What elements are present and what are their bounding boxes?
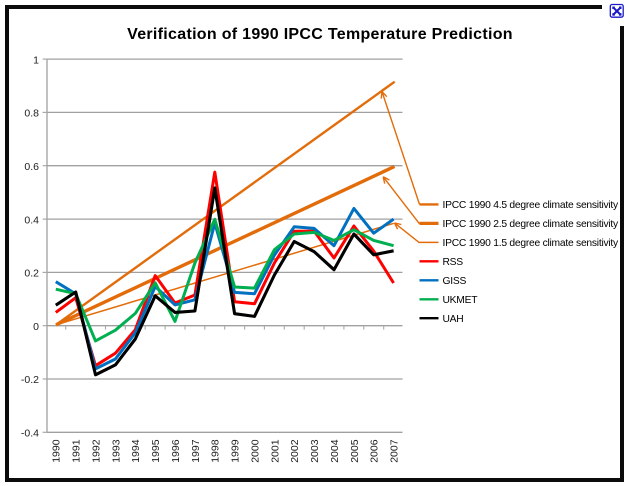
svg-text:1991: 1991 bbox=[71, 439, 83, 463]
svg-text:2006: 2006 bbox=[369, 439, 381, 463]
svg-text:UKMET: UKMET bbox=[443, 295, 479, 306]
svg-text:1994: 1994 bbox=[130, 439, 142, 463]
svg-text:2002: 2002 bbox=[289, 439, 301, 463]
svg-text:1999: 1999 bbox=[230, 439, 242, 463]
svg-text:1996: 1996 bbox=[170, 439, 182, 463]
svg-text:1997: 1997 bbox=[190, 439, 202, 463]
svg-text:0.2: 0.2 bbox=[24, 268, 39, 280]
svg-text:IPCC 1990 1.5 degree climate s: IPCC 1990 1.5 degree climate sensitivity bbox=[443, 238, 620, 249]
svg-text:1990: 1990 bbox=[51, 439, 63, 463]
svg-text:2003: 2003 bbox=[309, 439, 321, 463]
svg-text:0: 0 bbox=[33, 321, 39, 333]
svg-text:2007: 2007 bbox=[389, 439, 401, 463]
svg-text:IPCC 1990 2.5 degree climate s: IPCC 1990 2.5 degree climate sensitivity bbox=[443, 219, 620, 230]
svg-text:1: 1 bbox=[33, 54, 39, 66]
svg-text:0.8: 0.8 bbox=[24, 108, 39, 120]
svg-text:2001: 2001 bbox=[269, 439, 281, 463]
svg-text:2000: 2000 bbox=[249, 439, 261, 463]
svg-text:1992: 1992 bbox=[90, 439, 102, 463]
svg-text:-0.4: -0.4 bbox=[21, 428, 39, 440]
svg-text:IPCC 1990 4.5 degree climate s: IPCC 1990 4.5 degree climate sensitivity bbox=[443, 200, 620, 211]
svg-text:1998: 1998 bbox=[210, 439, 222, 463]
svg-text:1995: 1995 bbox=[150, 439, 162, 463]
svg-text:2005: 2005 bbox=[349, 439, 361, 463]
svg-text:UAH: UAH bbox=[443, 314, 464, 325]
svg-text:1993: 1993 bbox=[110, 439, 122, 463]
svg-text:0.4: 0.4 bbox=[24, 214, 39, 226]
svg-text:2004: 2004 bbox=[329, 439, 341, 463]
svg-text:GISS: GISS bbox=[443, 276, 467, 287]
svg-text:0.6: 0.6 bbox=[24, 161, 39, 173]
svg-text:RSS: RSS bbox=[443, 257, 464, 268]
svg-text:-0.2: -0.2 bbox=[21, 374, 39, 386]
